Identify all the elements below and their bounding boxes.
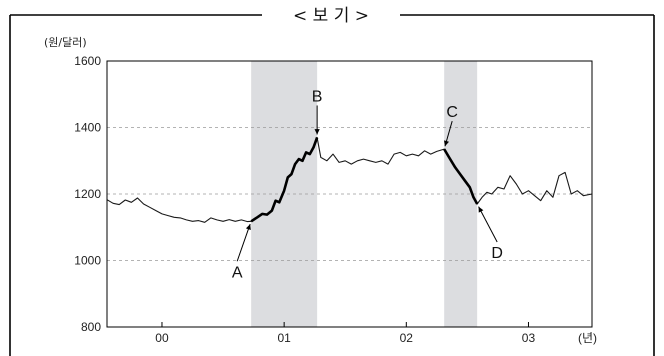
y-tick-1200: 1200: [74, 187, 101, 201]
x-tick-03: 03: [522, 331, 536, 345]
x-tick-00: 00: [155, 331, 169, 345]
x-tick-02: 02: [400, 331, 414, 345]
annotation-arrowhead-B: [314, 129, 320, 135]
annotation-arrowhead-C: [443, 140, 449, 147]
y-tick-800: 800: [81, 320, 101, 334]
x-ticks: 00 01 02 03: [155, 322, 535, 345]
header: < 보 기 >: [9, 6, 655, 356]
annotation-label-A: A: [232, 264, 243, 281]
y-tick-1600: 1600: [74, 54, 101, 68]
y-ticks: 800 1000 1200 1400 1600: [74, 54, 101, 334]
y-tick-1400: 1400: [74, 121, 101, 135]
annotation-label-C: C: [446, 104, 458, 121]
y-axis-label: (원/달러): [44, 36, 87, 49]
annotation-arrow-A: [236, 223, 251, 262]
annotation-label-D: D: [491, 245, 503, 262]
x-axis-label: (년): [578, 331, 597, 345]
plot-frame: [106, 60, 593, 328]
y-tick-1000: 1000: [74, 254, 101, 268]
header-title: < 보 기 >: [293, 6, 369, 26]
annotation-arrowhead-A: [245, 224, 251, 231]
annotations: A B C D: [232, 88, 503, 281]
annotation-arrow-D: [478, 206, 498, 243]
series-bold-segment-1: [250, 137, 319, 223]
series: [106, 136, 593, 223]
annotation-arrowhead-D: [478, 206, 484, 213]
annotation-label-B: B: [312, 88, 323, 105]
series-bold-segment-2: [443, 148, 479, 205]
x-tick-01: 01: [277, 331, 291, 345]
series-line: [106, 136, 593, 223]
gridlines: [107, 127, 592, 261]
